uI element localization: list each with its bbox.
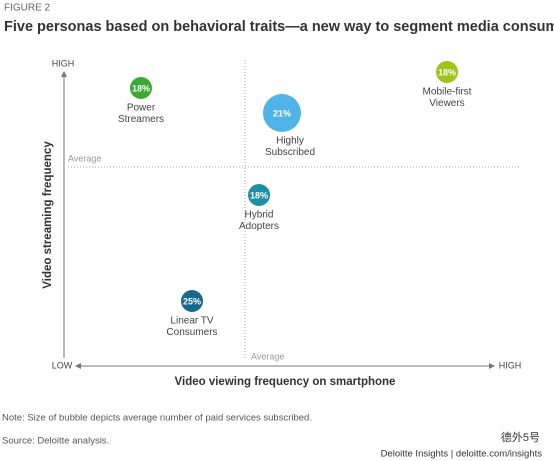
bubble-label: Highly (276, 136, 304, 147)
y-axis-title: Video streaming frequency (42, 141, 54, 289)
note: Note: Size of bubble depicts average num… (2, 413, 312, 424)
bubble-label: Mobile-first (423, 87, 472, 98)
bubble-label: Linear TV (170, 316, 214, 327)
bubble-label: Viewers (429, 98, 464, 109)
bubble-value: 18% (132, 83, 150, 93)
bubble-label: Power (127, 103, 156, 114)
bubble-value: 18% (250, 190, 268, 200)
bubble (130, 77, 152, 99)
title: Five personas based on behavioral traits… (4, 19, 554, 35)
watermark: 德外5号 (501, 430, 540, 444)
bubble-label: Consumers (166, 327, 217, 338)
bubble-value: 18% (438, 67, 456, 77)
average-label: Average (68, 153, 101, 163)
bubble-label: Adopters (239, 221, 279, 232)
source: Source: Deloitte analysis. (2, 436, 109, 447)
bubble (263, 94, 301, 132)
bubble (181, 290, 203, 312)
bubble-value: 21% (273, 108, 291, 118)
credit: Deloitte Insights | deloitte.com/insight… (381, 449, 543, 460)
bubble (436, 61, 458, 83)
y-low: LOW (52, 360, 73, 370)
bubble-label: Subscribed (265, 147, 315, 158)
bubble-label: Streamers (118, 114, 164, 125)
bubble-value: 25% (183, 296, 201, 306)
x-axis-title: Video viewing frequency on smartphone (175, 376, 396, 388)
average-label: Average (251, 351, 284, 361)
bubble-label: Hybrid (245, 210, 274, 221)
x-high: HIGH (499, 360, 522, 370)
y-high: HIGH (52, 58, 75, 68)
figure-label: FIGURE 2 (4, 3, 51, 14)
bubble (248, 184, 270, 206)
